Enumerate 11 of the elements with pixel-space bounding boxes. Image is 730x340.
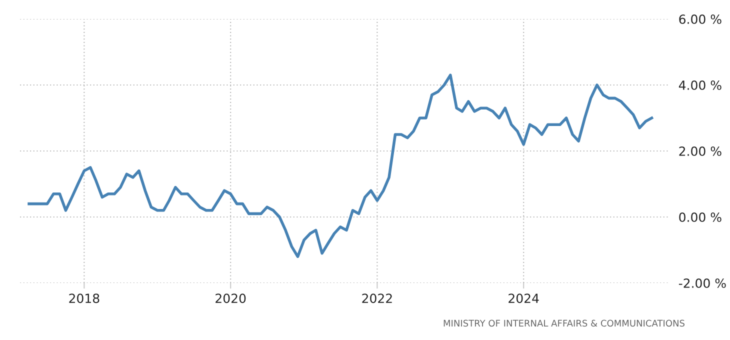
y-tick-label: -2.00 % — [678, 278, 726, 288]
y-tick-label: 0.00 % — [679, 212, 722, 222]
y-tick-label: 4.00 % — [678, 80, 722, 90]
y-tick-label: 2.00 % — [679, 146, 722, 156]
x-tick-label: 2020 — [216, 294, 246, 304]
x-tick-label: 2024 — [508, 294, 539, 304]
text: MINISTRY OF INTERNAL AFFAIRS & COMMUNICATIONS — [444, 320, 684, 327]
line-series — [28, 74, 654, 258]
x-tick-label: 2022 — [362, 294, 392, 304]
x-tick-label: 2018 — [69, 294, 100, 304]
y-tick-label: 6.00 % — [679, 14, 722, 24]
